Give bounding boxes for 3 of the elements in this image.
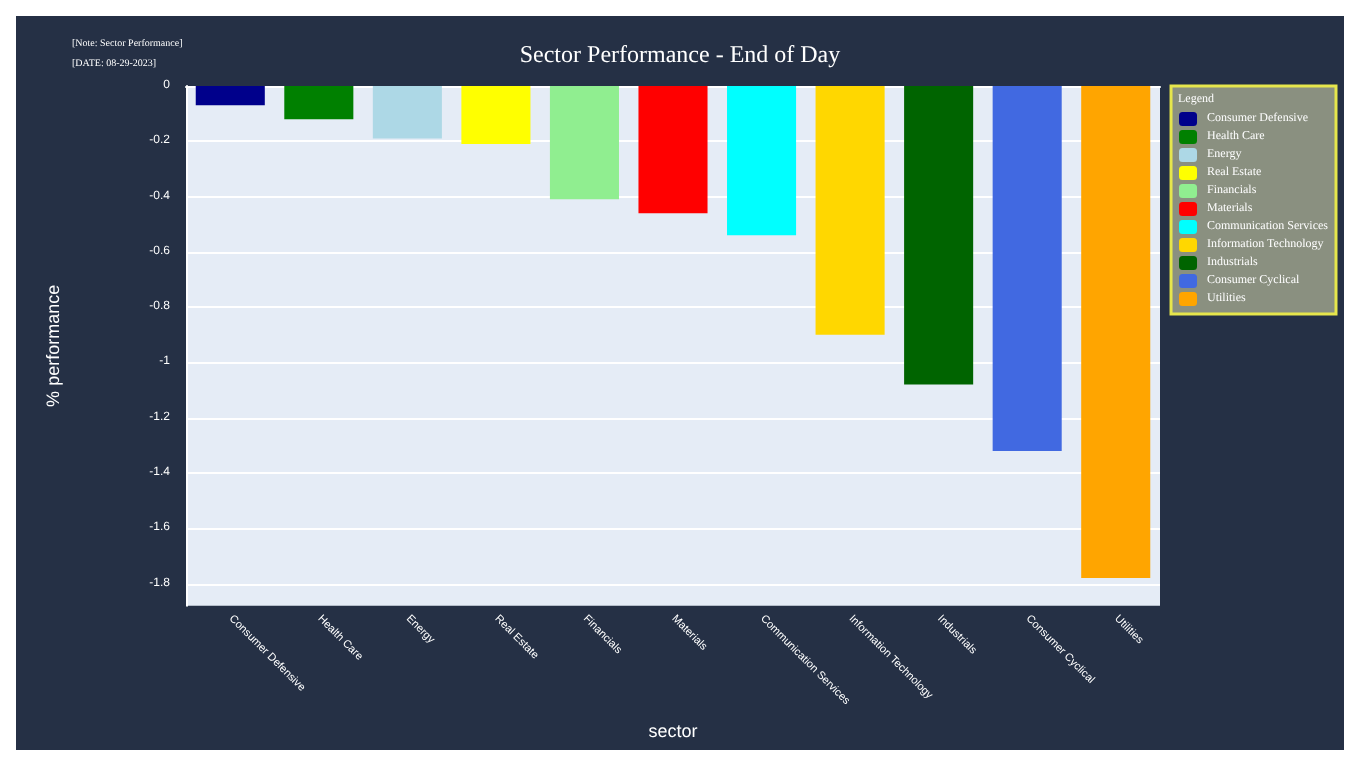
chart-title: Sector Performance - End of Day [519,40,841,68]
y-axis-title: % performance [43,284,63,407]
x-axis-title: sector [648,721,698,741]
